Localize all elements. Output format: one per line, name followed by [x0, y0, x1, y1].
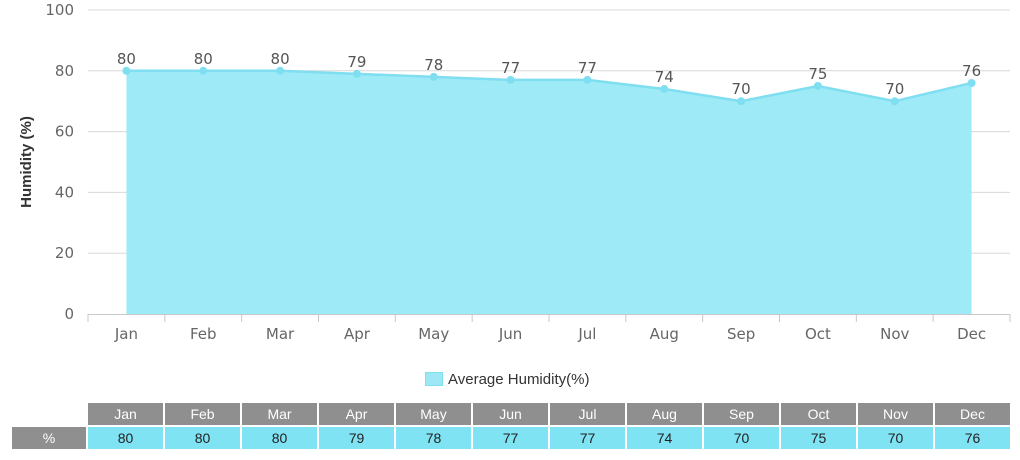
data-label-jan: 80 — [117, 50, 136, 68]
table-value-oct: 75 — [781, 427, 856, 449]
x-axis: Jan Feb Mar Apr May Jun Jul Aug Sep Oct Nov Dec — [87, 314, 1011, 343]
data-label-feb: 80 — [194, 50, 213, 68]
table-value-feb: 80 — [165, 427, 240, 449]
table-value-may: 78 — [396, 427, 471, 449]
data-label-oct: 75 — [808, 65, 827, 83]
marker-jun — [506, 75, 515, 84]
table-header-jul: Jul — [550, 403, 625, 425]
y-tick-label-20: 20 — [55, 244, 74, 262]
data-label-mar: 80 — [271, 50, 290, 68]
x-tick-label-dec: Dec — [957, 325, 986, 343]
y-tick-label-0: 0 — [64, 305, 74, 323]
x-tick-label-jan: Jan — [114, 325, 138, 343]
table-header-oct: Oct — [781, 403, 856, 425]
x-tick-label-sep: Sep — [727, 325, 755, 343]
data-label-may: 78 — [424, 56, 443, 74]
data-label-jun: 77 — [501, 59, 520, 77]
table-value-jul: 77 — [550, 427, 625, 449]
data-label-apr: 79 — [347, 53, 366, 71]
marker-feb — [199, 66, 208, 75]
marker-apr — [352, 69, 361, 78]
table-header-may: May — [396, 403, 471, 425]
table-header-dec: Dec — [935, 403, 1010, 425]
humidity-area-chart: 0 20 40 60 80 100 80 80 80 79 78 77 77 74 70 75 70 76 Ja… — [18, 1, 1011, 343]
data-label-jul: 77 — [578, 59, 597, 77]
data-label-aug: 74 — [655, 68, 674, 86]
x-tick-label-may: May — [418, 325, 449, 343]
x-tick-label-mar: Mar — [266, 325, 295, 343]
marker-may — [429, 72, 438, 81]
marker-nov — [890, 97, 899, 106]
table-value-apr: 79 — [319, 427, 394, 449]
table-value-jun: 77 — [473, 427, 548, 449]
legend-swatch — [425, 372, 443, 386]
table-header-sep: Sep — [704, 403, 779, 425]
data-label-nov: 70 — [885, 80, 904, 98]
table-corner — [12, 403, 86, 425]
table-header-feb: Feb — [165, 403, 240, 425]
x-tick-label-feb: Feb — [190, 325, 217, 343]
humidity-line — [126, 69, 972, 103]
marker-oct — [813, 82, 822, 90]
humidity-area — [126, 70, 972, 314]
marker-sep — [737, 97, 746, 106]
marker-jan — [122, 66, 131, 75]
table-value-jan: 80 — [88, 427, 163, 449]
data-markers — [122, 66, 976, 106]
data-labels: 80 80 80 79 78 77 77 74 70 75 70 76 — [117, 50, 981, 98]
table-header-jan: Jan — [88, 403, 163, 425]
data-label-sep: 70 — [732, 80, 751, 98]
table-value-sep: 70 — [704, 427, 779, 449]
y-axis-label: Humidity (%) — [18, 116, 35, 208]
table-value-mar: 80 — [242, 427, 317, 449]
table-value-nov: 70 — [858, 427, 933, 449]
x-tick-label-oct: Oct — [805, 325, 831, 343]
y-tick-label-40: 40 — [55, 183, 74, 201]
table-value-dec: 76 — [935, 427, 1010, 449]
legend-label: Average Humidity(%) — [448, 370, 590, 388]
table-header-row: Jan Feb Mar Apr May Jun Jul Aug Sep Oct Nov Dec — [12, 403, 1010, 425]
marker-aug — [660, 85, 669, 94]
data-table: Jan Feb Mar Apr May Jun Jul Aug Sep Oct Nov Dec % 8… — [10, 401, 1012, 451]
y-axis-ticks: 0 20 40 60 80 100 — [45, 1, 74, 323]
x-tick-label-apr: Apr — [344, 325, 371, 343]
table-value-row: % 80 80 80 79 78 77 77 74 70 75 70 76 — [12, 427, 1010, 449]
y-tick-label-60: 60 — [55, 123, 74, 141]
table-header-mar: Mar — [242, 403, 317, 425]
marker-mar — [276, 66, 285, 75]
marker-dec — [967, 78, 976, 87]
table-value-aug: 74 — [627, 427, 702, 449]
marker-jul — [583, 75, 592, 84]
y-tick-label-100: 100 — [45, 1, 74, 19]
x-tick-label-nov: Nov — [880, 325, 909, 343]
legend[interactable]: Average Humidity(%) — [425, 369, 589, 389]
x-tick-label-jun: Jun — [498, 325, 522, 343]
table-header-jun: Jun — [473, 403, 548, 425]
table-row-label: % — [12, 427, 86, 449]
table-header-aug: Aug — [627, 403, 702, 425]
table-header-apr: Apr — [319, 403, 394, 425]
y-tick-label-80: 80 — [55, 62, 74, 80]
data-label-dec: 76 — [962, 62, 981, 80]
table-header-nov: Nov — [858, 403, 933, 425]
x-tick-label-jul: Jul — [577, 325, 596, 343]
x-tick-label-aug: Aug — [650, 325, 679, 343]
